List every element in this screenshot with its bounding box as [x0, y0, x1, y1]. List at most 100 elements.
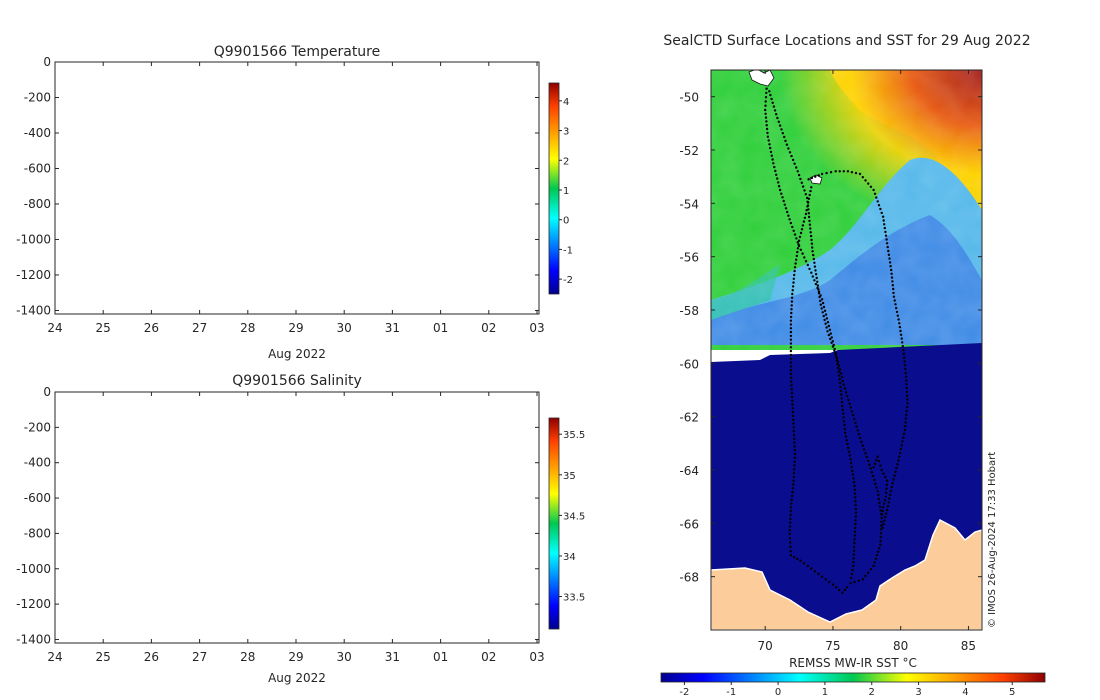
- salinity-cbtick-label: 35: [563, 471, 576, 482]
- track-a-point: [852, 561, 855, 564]
- track-a-point: [854, 515, 857, 518]
- track-d-point: [792, 471, 796, 475]
- track-b-point: [831, 345, 835, 348]
- track-b-point: [809, 231, 812, 234]
- antarctica-land: [711, 518, 982, 630]
- track-c-point: [895, 310, 899, 314]
- map-ytick-label: -56: [679, 251, 699, 265]
- track-a-point: [824, 313, 828, 316]
- track-a-point: [770, 154, 773, 157]
- track-c-point: [891, 482, 894, 485]
- track-d-point: [790, 304, 793, 307]
- track-d-point: [789, 342, 793, 345]
- sst-cbtick-label: -1: [726, 687, 736, 698]
- track-e-point: [872, 466, 875, 469]
- track-b-point: [878, 505, 882, 508]
- track-d-point: [792, 479, 795, 482]
- track-d-point: [810, 567, 813, 570]
- track-b-point: [796, 170, 799, 173]
- track-c-point: [904, 417, 908, 420]
- track-b-point: [778, 124, 782, 127]
- track-c-point: [898, 325, 902, 329]
- track-c-point: [873, 192, 877, 195]
- track-d-point: [791, 399, 794, 402]
- track-b-point: [814, 273, 818, 276]
- track-d-point: [791, 487, 795, 490]
- track-d-point: [789, 549, 792, 553]
- track-d-point: [845, 586, 849, 589]
- track-a-point: [852, 481, 856, 484]
- track-d-point: [800, 228, 804, 231]
- track-c-point: [893, 299, 896, 302]
- temperature-xtick-label: 03: [529, 321, 544, 335]
- track-c-point: [891, 280, 894, 283]
- track-a-point: [853, 484, 856, 488]
- temperature-xtick-label: 30: [337, 321, 352, 335]
- salinity-ytick-label: -1200: [16, 597, 51, 611]
- track-b-point: [811, 246, 814, 249]
- track-b-point: [773, 109, 777, 112]
- track-c-point: [903, 356, 906, 359]
- map-ytick-label: -64: [679, 464, 699, 478]
- track-d-point: [789, 338, 793, 341]
- salinity-axes: [54, 391, 540, 644]
- track-b-point: [810, 238, 813, 242]
- map-ytick-label: -52: [679, 144, 699, 158]
- track-b-point: [821, 311, 824, 314]
- track-b-point: [878, 501, 881, 504]
- track-b-point: [879, 543, 882, 546]
- track-a-point: [820, 298, 824, 301]
- track-b-point: [808, 219, 811, 223]
- track-c-point: [896, 314, 899, 317]
- track-d-point: [789, 353, 793, 357]
- track-d-point: [788, 537, 792, 540]
- track-d-point: [803, 216, 807, 219]
- track-c-point: [876, 200, 879, 203]
- track-a-point: [853, 530, 857, 533]
- salinity-xtick-label: 03: [529, 650, 544, 664]
- salinity-colorbar: [548, 417, 560, 630]
- track-b-point: [840, 375, 844, 379]
- track-a-point: [854, 519, 857, 522]
- track-c-point: [867, 182, 870, 185]
- track-c-point: [902, 352, 905, 355]
- track-d-point: [820, 575, 824, 578]
- track-a-point: [767, 139, 770, 142]
- track-a-point: [774, 169, 777, 173]
- track-d-point: [790, 502, 793, 505]
- track-d-point: [792, 555, 796, 559]
- salinity-ytick-label: -1000: [16, 562, 51, 576]
- track-d-point: [793, 266, 797, 269]
- track-a-point: [843, 431, 847, 434]
- track-a-point: [850, 576, 853, 580]
- temperature-ytick-label: -400: [24, 126, 51, 140]
- track-a-point: [853, 538, 856, 541]
- track-a-point: [764, 104, 767, 107]
- map-x-ticks: 70 75 80 85: [758, 70, 976, 653]
- track-a-point: [822, 305, 826, 309]
- track-b-point: [851, 413, 855, 417]
- track-b-point: [807, 215, 811, 219]
- track-b-point: [841, 379, 844, 383]
- track-d-point: [792, 281, 795, 284]
- track-e-point: [885, 487, 888, 490]
- track-a-point: [847, 446, 850, 450]
- track-c-point: [893, 474, 896, 477]
- track-c-point: [817, 174, 820, 177]
- track-d-point: [792, 426, 795, 429]
- track-a-point: [854, 496, 857, 499]
- track-d-point: [789, 365, 793, 368]
- track-c-point: [880, 211, 883, 215]
- track-b-point: [836, 360, 840, 363]
- track-b-point: [780, 128, 783, 131]
- track-b-point: [849, 406, 852, 409]
- track-d-point: [789, 513, 792, 517]
- track-a-point: [764, 100, 767, 103]
- track-d-point: [795, 254, 798, 258]
- map-y-ticks: -50 -52 -54 -56 -58 -60 -62 -64 -66 -68: [679, 91, 982, 585]
- track-b-point: [810, 242, 814, 245]
- track-c-point: [887, 249, 890, 253]
- track-a-point: [783, 203, 786, 206]
- track-c-point: [904, 371, 907, 375]
